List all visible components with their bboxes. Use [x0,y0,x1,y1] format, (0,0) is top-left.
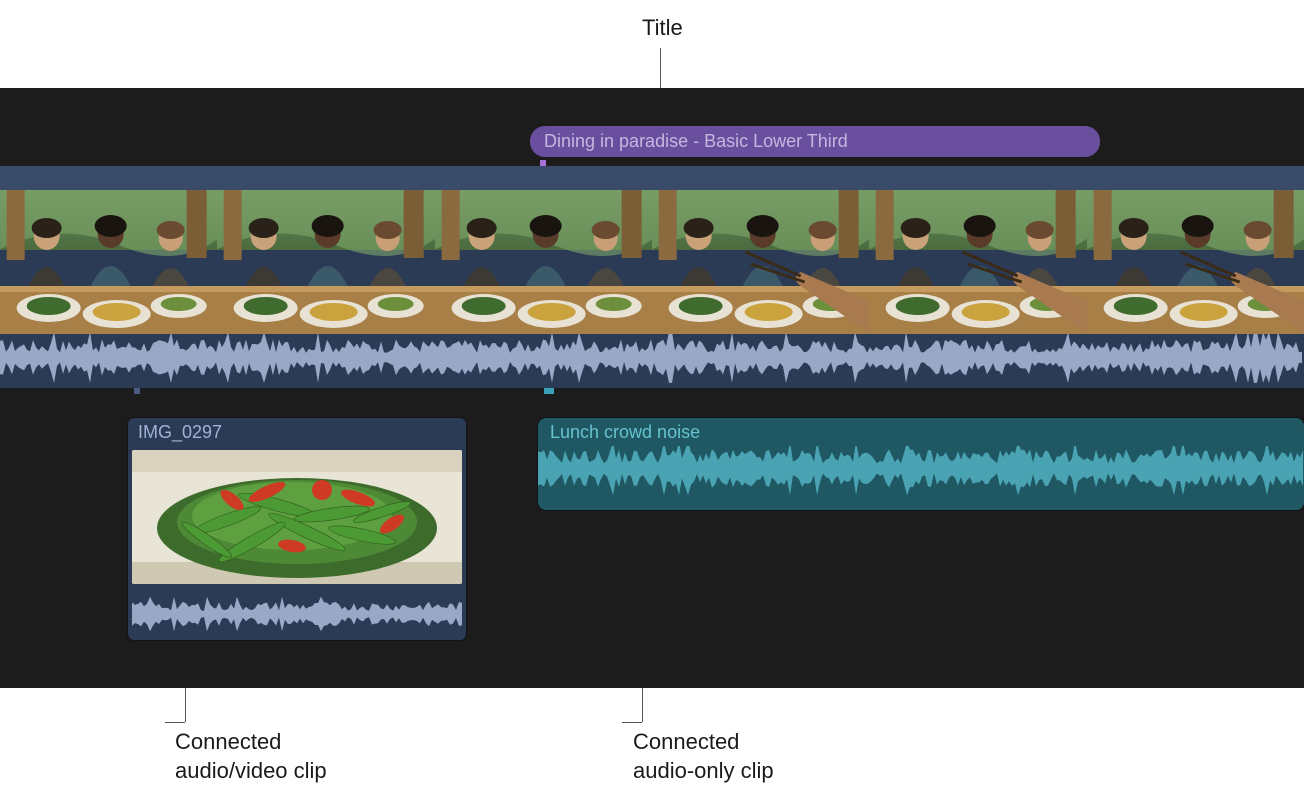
callout-av-line1: Connected [175,729,281,754]
primary-track-header-strip [0,166,1304,190]
primary-thumbnail [0,190,217,334]
primary-thumbnail-row [0,190,1304,334]
av-clip-thumbnail [132,450,462,584]
callout-audio-leader-h [622,722,642,723]
primary-thumbnail [1087,190,1304,334]
callout-audio-line1: Connected [633,729,739,754]
audio-clip-header: Lunch crowd noise [538,418,1304,446]
primary-audio-waveform [0,334,1304,386]
timeline[interactable]: Dining in paradise - Basic Lower Third [0,88,1304,688]
callout-av-leader-h [165,722,185,723]
title-clip[interactable]: Dining in paradise - Basic Lower Third [530,126,1100,157]
title-clip-label: Dining in paradise - Basic Lower Third [544,131,848,152]
audio-clip-label: Lunch crowd noise [550,422,700,443]
primary-thumbnail [435,190,652,334]
callout-av-line2: audio/video clip [175,758,327,783]
callout-av: Connected audio/video clip [175,728,327,785]
av-clip-waveform [132,592,462,636]
primary-storyline[interactable] [0,166,1304,388]
callout-audio-line2: audio-only clip [633,758,774,783]
audio-clip-waveform [538,446,1304,510]
av-clip-label: IMG_0297 [138,422,222,443]
callout-audio: Connected audio-only clip [633,728,774,785]
av-clip-connection-marker [134,388,140,394]
av-clip-header: IMG_0297 [128,418,466,446]
primary-thumbnail [869,190,1086,334]
primary-thumbnail [217,190,434,334]
audio-clip-connection-marker [544,388,554,394]
callout-title: Title [642,14,683,43]
connected-audio-clip[interactable]: Lunch crowd noise [538,418,1304,510]
connected-av-clip[interactable]: IMG_0297 [128,418,466,640]
primary-thumbnail [652,190,869,334]
